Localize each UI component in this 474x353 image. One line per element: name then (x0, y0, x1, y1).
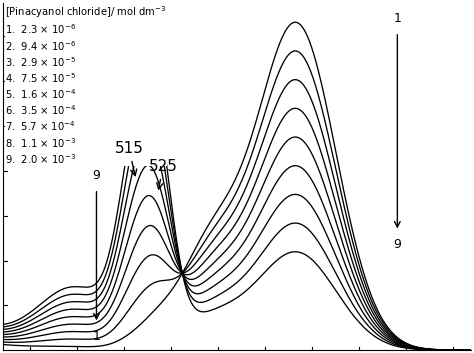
Text: 525: 525 (149, 159, 178, 189)
Text: 9: 9 (92, 169, 100, 182)
Text: 515: 515 (114, 141, 143, 176)
Text: 1: 1 (92, 330, 100, 343)
Text: 9: 9 (393, 238, 401, 251)
Text: [Pinacyanol chloride]/ mol dm$^{-3}$
1.  2.3 × 10$^{-6}$
2.  9.4 × 10$^{-6}$
3. : [Pinacyanol chloride]/ mol dm$^{-3}$ 1. … (5, 5, 167, 166)
Text: 1: 1 (393, 12, 401, 25)
